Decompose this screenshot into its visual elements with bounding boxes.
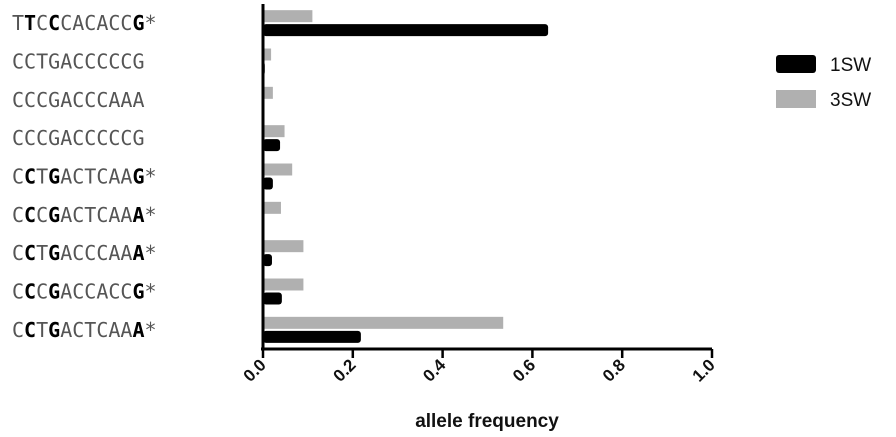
bar-3sw-2: [263, 48, 272, 61]
x-tick-label-3: 0.6: [509, 355, 539, 385]
legend-label-1SW: 1SW: [830, 55, 871, 76]
category-label-4: CCCGACCCCCG: [12, 126, 145, 150]
bar-1sw-1: [263, 24, 549, 37]
bar-3sw-5: [263, 163, 293, 176]
legend-swatch-3SW: [776, 90, 816, 108]
x-axis-label: allele frequency: [415, 411, 559, 432]
x-tick-label-0: 0.0: [240, 355, 270, 385]
legend: 1SW 3SW: [776, 55, 871, 111]
category-label-7: CCTGACCCAAA*: [12, 241, 157, 265]
x-tick-label-4: 0.8: [599, 355, 629, 385]
legend-swatch-1SW: [776, 55, 816, 73]
x-tick-label-1: 0.2: [329, 355, 359, 385]
legend-label-3SW: 3SW: [830, 90, 871, 111]
category-label-5: CCTGACTCAAG*: [12, 165, 157, 189]
category-label-1: TTCCCACACCG*: [12, 11, 157, 35]
bar-3sw-9: [263, 316, 504, 329]
x-tick-label-2: 0.4: [419, 355, 450, 386]
x-tick-label-5: 1.0: [689, 355, 719, 385]
bar-3sw-6: [263, 201, 281, 214]
bar-3sw-4: [263, 125, 285, 138]
bar-3sw-1: [263, 10, 313, 23]
bar-1sw-8: [263, 292, 282, 305]
bar-1sw-7: [263, 254, 272, 267]
category-label-8: CCCGACCACCG*: [12, 280, 157, 304]
category-labels: TTCCCACACCG* CCTGACCCCCG CCCGACCCAAA CCCGAC…: [12, 11, 157, 342]
category-label-3: CCCGACCCAAA: [12, 88, 145, 112]
bar-3sw-7: [263, 240, 304, 253]
bar-1sw-4: [263, 139, 281, 152]
bars-group: [263, 10, 549, 343]
bar-1sw-5: [263, 177, 273, 190]
x-ticks: 0.0 0.2 0.4 0.6 0.8 1.0: [240, 349, 719, 386]
category-label-2: CCTGACCCCCG: [12, 50, 145, 74]
bar-3sw-3: [263, 86, 273, 99]
bar-1sw-9: [263, 330, 361, 343]
bar-3sw-8: [263, 278, 304, 291]
category-label-9: CCTGACTCAAA*: [12, 318, 157, 342]
category-label-6: CCCGACTCAAA*: [12, 203, 157, 227]
